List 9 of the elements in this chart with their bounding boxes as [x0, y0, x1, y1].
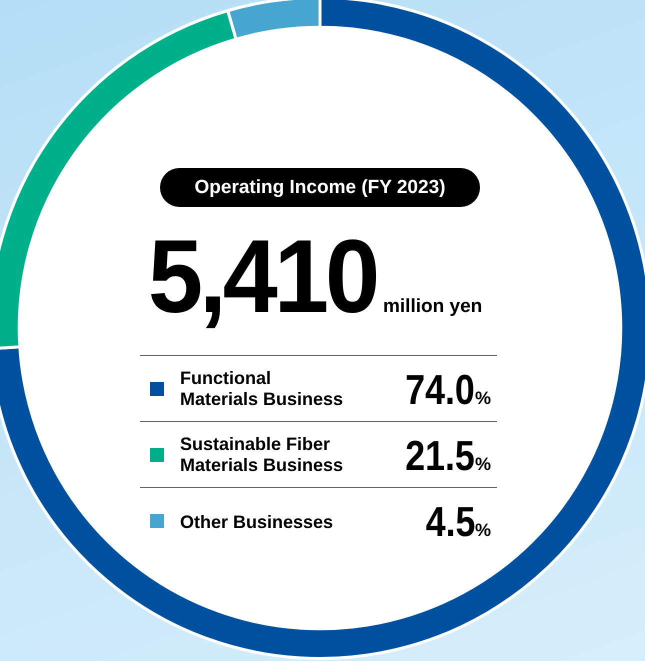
data-label: 74.0%	[405, 366, 491, 414]
legend-label: Other Businesses	[180, 512, 334, 533]
text: million yen	[383, 296, 482, 318]
legend-label: Functional Materials Business	[180, 368, 344, 410]
data-label: 21.5%	[405, 432, 491, 480]
legend-label: Sustainable Fiber Materials Business	[180, 434, 344, 476]
data-label: 4.5%	[425, 498, 491, 546]
text: Operating Income (FY 2023)	[160, 168, 480, 207]
text: 5,410	[148, 219, 376, 335]
